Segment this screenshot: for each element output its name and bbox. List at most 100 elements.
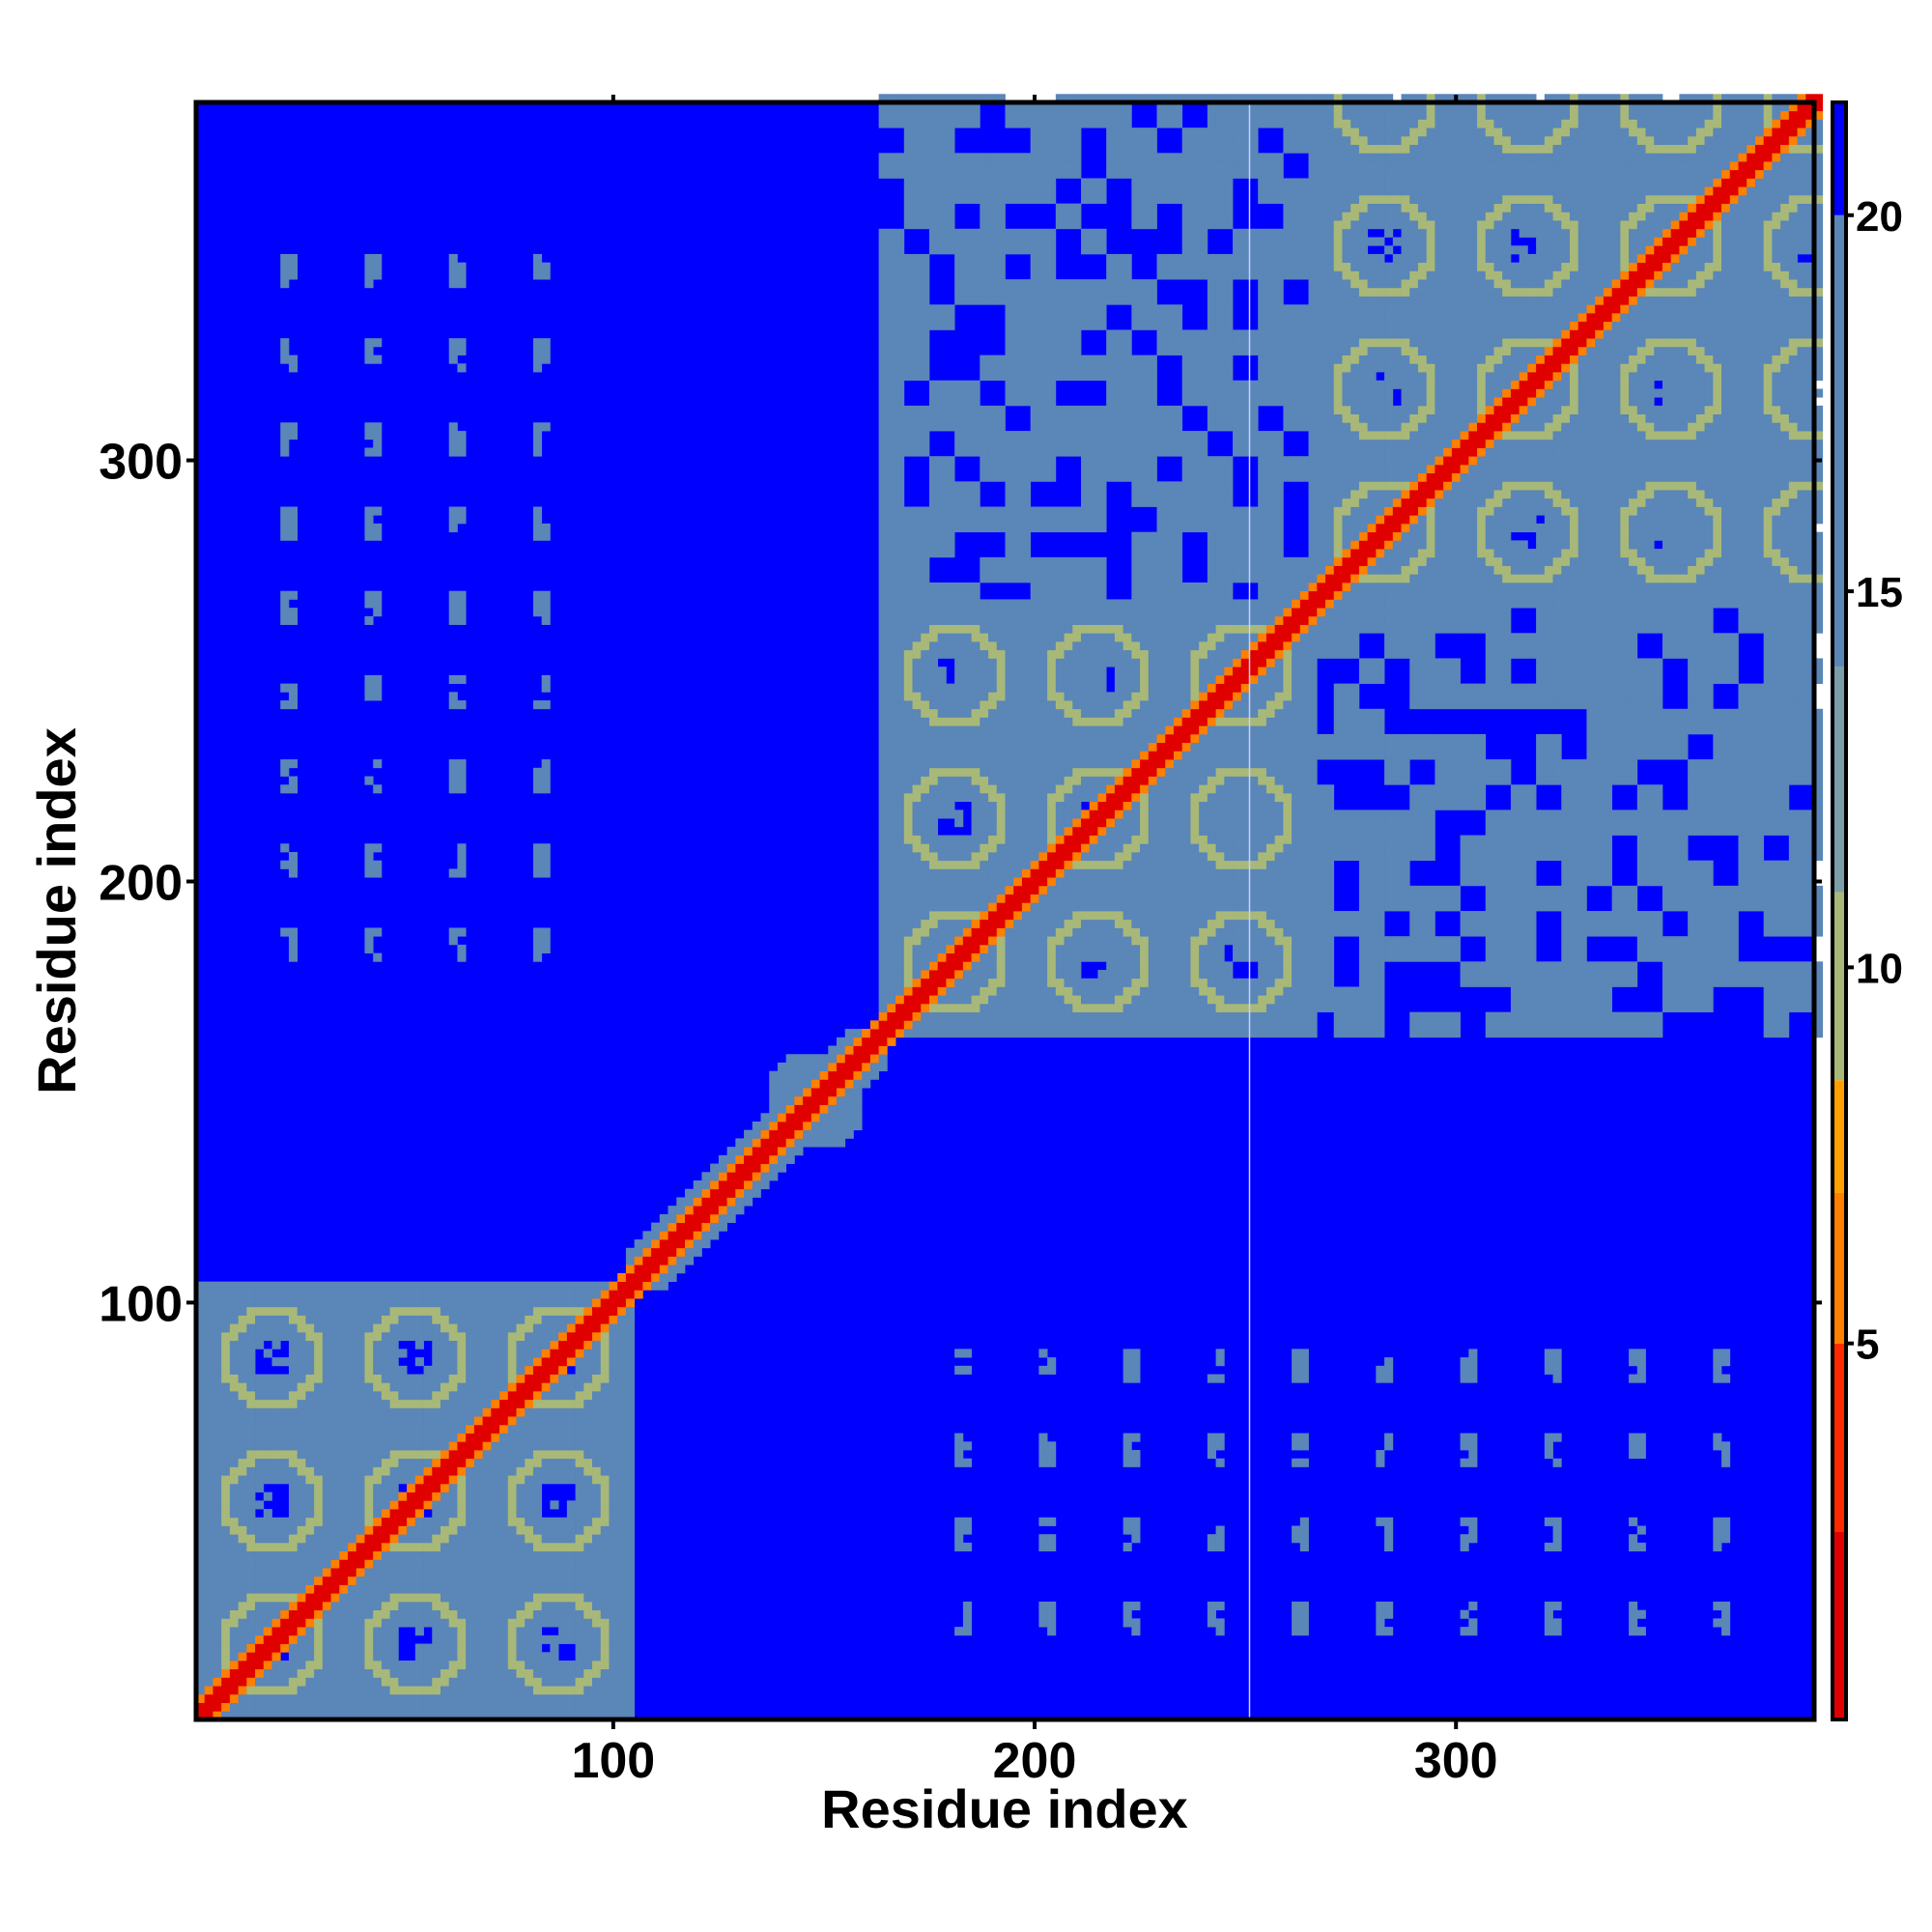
heatmap-cell [895,372,904,381]
heatmap-cell [913,540,922,549]
heatmap-cell [289,1382,298,1391]
heatmap-cell [466,1585,474,1594]
heatmap-cell [280,1703,289,1712]
heatmap-cell [997,759,1006,768]
heatmap-cell [1022,953,1031,962]
heatmap-cell [289,936,298,945]
heatmap-cell [382,1298,390,1307]
heatmap-cell [601,1450,610,1459]
heatmap-cell [811,1096,820,1105]
heatmap-cell [364,1677,373,1686]
heatmap-cell [988,827,997,836]
heatmap-cell [533,363,542,372]
heatmap-cell [1031,414,1039,423]
heatmap-cell [887,684,895,693]
heatmap-cell [1031,128,1039,136]
heatmap-cell [946,902,954,911]
heatmap-cell [525,1425,533,1434]
heatmap-cell [255,1416,264,1425]
heatmap-cell [348,1686,356,1694]
heatmap-cell [213,1366,221,1375]
heatmap-cell [364,1282,373,1291]
heatmap-cell [533,1661,542,1669]
heatmap-cell [895,836,904,844]
heatmap-cell [323,1525,331,1534]
heatmap-cell [323,1459,331,1467]
heatmap-cell [845,1029,854,1037]
heatmap-cell [626,1534,635,1543]
heatmap-cell [803,1122,811,1130]
heatmap-cell [1013,886,1022,895]
heatmap-cell [954,178,963,186]
heatmap-cell [1013,852,1022,861]
heatmap-cell [289,616,298,625]
heatmap-cell [246,1341,255,1350]
heatmap-cell [348,1307,356,1316]
heatmap-cell [398,1450,407,1459]
heatmap-cell [491,1332,499,1341]
heatmap-cell [946,313,954,322]
heatmap-cell [963,725,972,734]
heatmap-cell [373,338,382,347]
heatmap-cell [887,245,895,254]
heatmap-cell [1013,836,1022,844]
heatmap-cell [499,1694,508,1703]
heatmap-cell [938,1029,947,1037]
heatmap-cell [988,363,997,372]
heatmap-cell [1031,524,1039,532]
heatmap-cell [778,1138,786,1147]
heatmap-cell [879,911,888,920]
heatmap-cell [879,1046,888,1055]
heatmap-cell [305,1400,314,1408]
heatmap-cell [466,1602,474,1610]
heatmap-cell [298,1568,306,1577]
heatmap-cell [205,1349,213,1357]
heatmap-cell [213,1290,221,1298]
heatmap-cell [213,1400,221,1408]
heatmap-cell [972,979,980,987]
heatmap-cell [1031,692,1039,700]
heatmap-cell [205,1434,213,1442]
heatmap-cell [794,1063,803,1071]
heatmap-cell [921,725,929,734]
heatmap-cell [1022,599,1031,608]
heatmap-cell [794,1079,803,1088]
heatmap-cell [938,717,947,725]
heatmap-cell [972,288,980,297]
heatmap-cell [879,777,888,785]
heatmap-cell [972,431,980,440]
heatmap-cell [205,1703,213,1712]
heatmap-cell [904,591,913,600]
heatmap-cell [533,1407,542,1416]
heatmap-cell [289,868,298,877]
heatmap-cell [626,1686,635,1694]
heatmap-cell [398,1307,407,1316]
heatmap-cell [980,945,988,953]
heatmap-cell [373,1669,382,1678]
heatmap-cell [373,1282,382,1291]
heatmap-cell [879,768,888,777]
heatmap-cell [997,675,1006,684]
heatmap-cell [997,288,1006,297]
heatmap-cell [929,524,938,532]
heatmap-cell [331,1298,340,1307]
heatmap-cell [929,161,938,170]
heatmap-cell [592,1434,601,1442]
heatmap-cell [913,422,922,431]
heatmap-cell [474,1500,483,1509]
heatmap-cell [895,725,904,734]
heatmap-cell [255,1618,264,1627]
heatmap-cell [1031,161,1039,170]
heatmap-cell [904,111,913,120]
heatmap-cell [583,1618,592,1627]
heatmap-cell [601,1400,610,1408]
heatmap-cell [542,1316,551,1324]
heatmap-cell [424,1391,433,1400]
heatmap-cell [583,1316,592,1324]
heatmap-cell [221,1551,230,1560]
heatmap-cell [298,1635,306,1644]
heatmap-cell [398,1407,407,1416]
heatmap-cell [373,1652,382,1661]
heatmap-cell [913,861,922,869]
heatmap-cell [1038,970,1047,979]
